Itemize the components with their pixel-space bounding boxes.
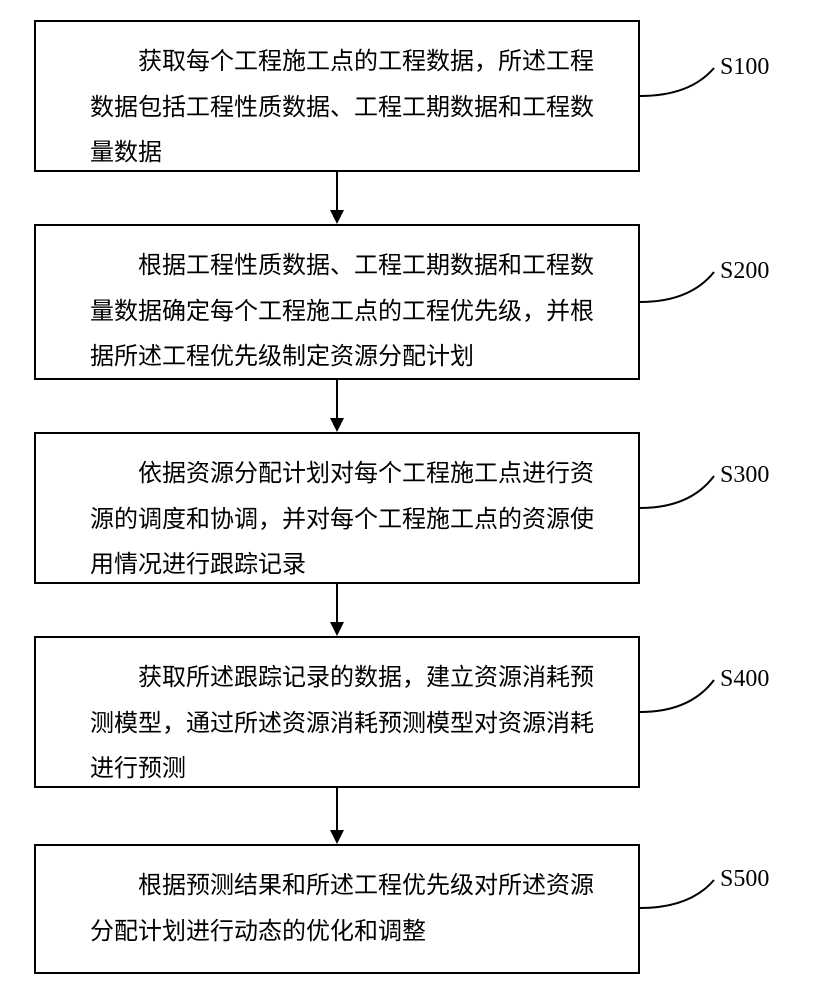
leader-s500 bbox=[0, 0, 821, 1000]
flowchart-canvas: 获取每个工程施工点的工程数据，所述工程数据包括工程性质数据、工程工期数据和工程数… bbox=[0, 0, 821, 1000]
step-label-s500: S500 bbox=[720, 866, 769, 893]
